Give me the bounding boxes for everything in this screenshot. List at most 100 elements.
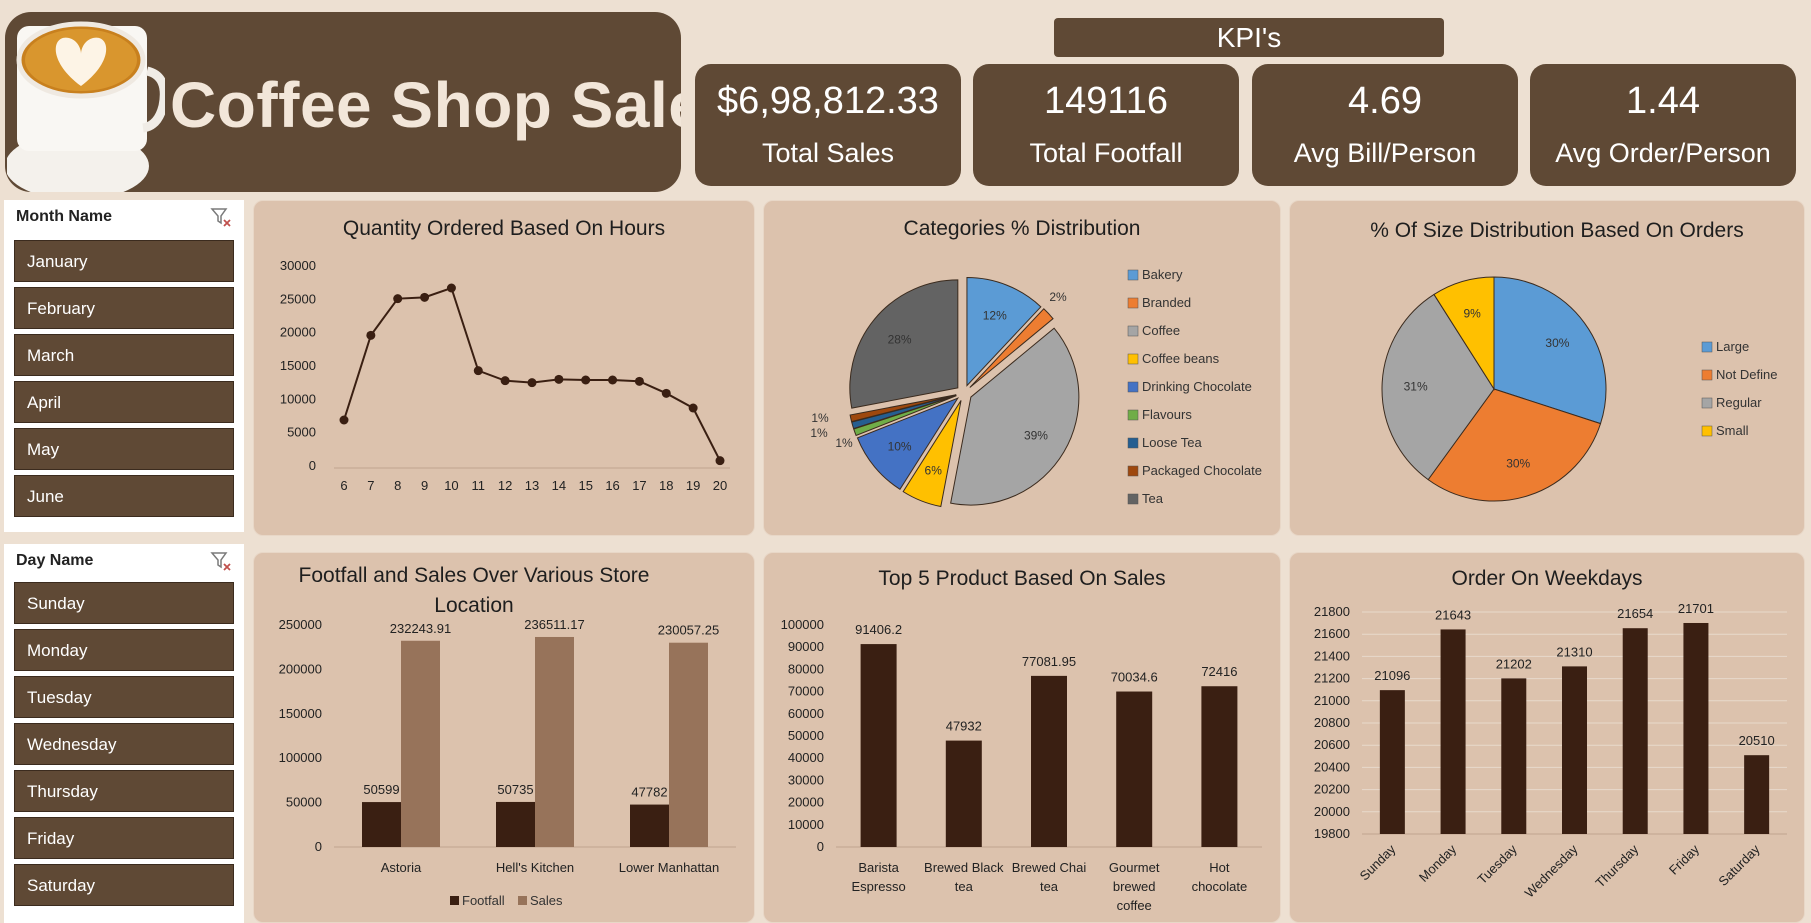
x-tick-label: Wednesday (1522, 841, 1581, 900)
bar (1031, 675, 1067, 847)
slicer-item-wednesday[interactable]: Wednesday (14, 723, 234, 765)
x-tick-label: coffee (1117, 898, 1152, 913)
data-label: 28% (888, 333, 912, 347)
data-point (661, 388, 671, 398)
legend-label: Flavours (1142, 407, 1192, 422)
y-tick-label: 21000 (1314, 693, 1350, 708)
pie-slice (1381, 293, 1495, 481)
x-tick-label: Brewed Chai (1012, 860, 1087, 875)
data-point (366, 330, 376, 340)
chart-canvas: 0 5000 10000 15000 20000 25000 30000 6 7 8 9 10 11 12… (280, 258, 730, 493)
bar (401, 640, 440, 847)
pie-slice (849, 394, 957, 423)
slicer-item-january[interactable]: January (14, 240, 234, 282)
legend-swatch (1127, 325, 1139, 337)
y-tick-label: 21800 (1314, 604, 1350, 619)
bar (362, 802, 401, 847)
data-label: 50735 (497, 782, 533, 797)
legend-swatch (450, 896, 459, 905)
data-label: 1% (810, 426, 828, 440)
data-label: 47782 (631, 785, 667, 800)
pie-slice (856, 397, 960, 490)
slicer-item-april[interactable]: April (14, 381, 234, 423)
data-label: 230057.25 (658, 623, 719, 638)
data-label: 30% (1506, 457, 1530, 471)
x-tick-label: Thursday (1592, 841, 1641, 890)
slicer-item-june[interactable]: June (14, 475, 234, 517)
day-slicer: Day Name Sunday Monday Tuesday Wednesday… (4, 544, 244, 923)
chart-title: Order On Weekdays (1451, 567, 1643, 590)
day-slicer-title: Day Name (16, 552, 94, 569)
legend-swatch (1701, 425, 1713, 437)
hours-line-chart-panel: Quantity Ordered Based On Hours 0 5000 100… (253, 200, 755, 536)
data-label: 6% (925, 464, 943, 478)
x-tick-label: 8 (394, 478, 401, 493)
data-point (420, 292, 430, 302)
y-tick-label: 0 (309, 458, 316, 473)
x-tick-label: 13 (525, 478, 539, 493)
slicer-item-february[interactable]: February (14, 287, 234, 329)
legend-label: Regular (1716, 395, 1762, 410)
legend-swatch (1127, 493, 1139, 505)
store-location-bar-chart-panel: Footfall and Sales Over Various Store Lo… (253, 552, 755, 923)
x-tick-label: 19 (686, 478, 700, 493)
slicer-item-saturday[interactable]: Saturday (14, 864, 234, 906)
y-tick-label: 60000 (788, 706, 824, 721)
x-tick-label: tea (1040, 879, 1059, 894)
y-tick-label: 0 (315, 839, 322, 854)
pie-slice (969, 308, 1054, 388)
legend-label: Loose Tea (1142, 435, 1203, 450)
slicer-item-monday[interactable]: Monday (14, 629, 234, 671)
bar (1622, 628, 1648, 834)
legend-label: Sales (530, 893, 563, 908)
pie-slice (849, 279, 959, 409)
x-tick-label: 16 (605, 478, 619, 493)
kpi-value: $6,98,812.33 (717, 80, 939, 122)
kpi-header: KPI's (1054, 18, 1444, 57)
month-slicer-title: Month Name (16, 208, 112, 225)
chart-title: % Of Size Distribution Based On Orders (1370, 219, 1744, 242)
data-label: 12% (983, 308, 1007, 322)
data-label: 1% (835, 436, 853, 450)
legend-label: Small (1716, 423, 1749, 438)
chart-canvas: 12%2%39%6%10%1%1%1%28%BakeryBrandedCoffe… (810, 267, 1262, 508)
slicer-item-march[interactable]: March (14, 334, 234, 376)
size-pie-chart-panel: % Of Size Distribution Based On Orders 3… (1289, 200, 1805, 536)
legend-label: Packaged Chocolate (1142, 463, 1262, 478)
x-tick-label: Barista (858, 860, 899, 875)
slicer-item-sunday[interactable]: Sunday (14, 582, 234, 624)
clear-filter-icon[interactable] (210, 550, 232, 572)
y-tick-label: 20000 (1314, 804, 1350, 819)
data-label: 47932 (946, 719, 982, 734)
y-tick-label: 20000 (280, 325, 316, 340)
y-tick-label: 50000 (788, 728, 824, 743)
legend-swatch (1127, 437, 1139, 449)
x-tick-label: chocolate (1192, 879, 1248, 894)
month-slicer: Month Name January February March April … (4, 200, 244, 532)
slicer-item-tuesday[interactable]: Tuesday (14, 676, 234, 718)
y-tick-label: 10000 (788, 817, 824, 832)
kpi-label: Total Sales (761, 138, 895, 168)
clear-filter-icon[interactable] (210, 206, 232, 228)
slicer-item-friday[interactable]: Friday (14, 817, 234, 859)
kpi-value: 1.44 (1626, 80, 1700, 122)
legend-swatch (1127, 269, 1139, 281)
categories-pie-chart-panel: Categories % Distribution 12% 2% 39% 6% 10% 1… (763, 200, 1281, 536)
x-tick-label: Brewed Black (924, 860, 1004, 875)
data-point (339, 415, 349, 425)
y-tick-label: 19800 (1314, 826, 1350, 841)
pie-slice (950, 327, 1080, 506)
data-label: 236511.17 (524, 617, 585, 632)
x-tick-label: Lower Manhattan (619, 860, 719, 875)
x-tick-label: Friday (1666, 841, 1702, 877)
y-tick-label: 30000 (788, 772, 824, 787)
y-tick-label: 10000 (280, 391, 316, 406)
kpi-card-avg-order: 1.44 Avg Order/Person (1530, 64, 1796, 186)
data-label: 20510 (1739, 733, 1775, 748)
bar (945, 740, 982, 847)
bar (1501, 678, 1527, 834)
slicer-item-thursday[interactable]: Thursday (14, 770, 234, 812)
pie-slice (1427, 388, 1602, 502)
legend-swatch (1127, 409, 1139, 421)
slicer-item-may[interactable]: May (14, 428, 234, 470)
